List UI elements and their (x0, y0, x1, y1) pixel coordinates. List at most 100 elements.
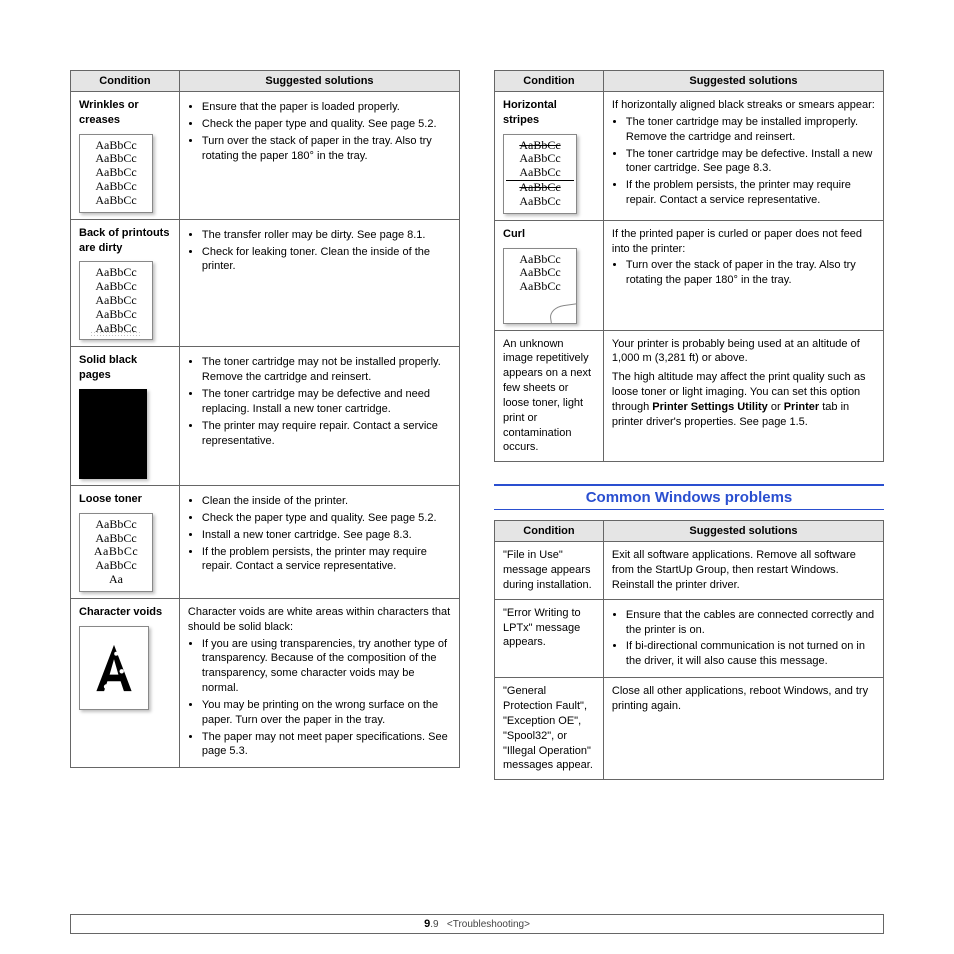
solution-item: The toner cartridge may be defective and… (202, 387, 451, 417)
condition-cell: "File in Use" message appears during ins… (495, 542, 604, 600)
condition-title: Curl (503, 227, 595, 242)
table-row: Curl AaBbCc AaBbCc AaBbCc If the printed… (495, 220, 884, 330)
windows-problems-table: Condition Suggested solutions "File in U… (494, 520, 884, 780)
solution-cell: If horizontally aligned black streaks or… (603, 92, 883, 221)
two-column-layout: Condition Suggested solutions Wrinkles o… (70, 70, 884, 780)
condition-title: Wrinkles or creases (79, 98, 171, 128)
condition-title: Back of printouts are dirty (79, 226, 171, 256)
solution-cell: Character voids are white areas within c… (179, 598, 459, 767)
condition-cell: An unknown image repetitively appears on… (495, 330, 604, 462)
solution-item: The toner cartridge may be defective. In… (626, 147, 875, 177)
solution-intro: If horizontally aligned black streaks or… (612, 98, 875, 113)
solution-cell: Ensure that the paper is loaded properly… (179, 92, 459, 220)
solution-paragraph: The high altitude may affect the print q… (612, 370, 875, 429)
solution-cell: Ensure that the cables are connected cor… (603, 599, 883, 677)
condition-cell: Curl AaBbCc AaBbCc AaBbCc (495, 220, 604, 330)
solution-item: Ensure that the paper is loaded properly… (202, 100, 451, 115)
t1-header-solutions: Suggested solutions (179, 71, 459, 92)
left-column: Condition Suggested solutions Wrinkles o… (70, 70, 460, 780)
table-row: "General Protection Fault", "Exception O… (495, 678, 884, 780)
solution-list: Ensure that the paper is loaded properly… (188, 100, 451, 163)
sample-illustration-charvoid (79, 626, 149, 710)
sample-illustration: AaBbCc AaBbCc AaBbCc AaBbCc AaBbCc (79, 261, 153, 340)
solution-item: Check the paper type and quality. See pa… (202, 117, 451, 132)
page: Condition Suggested solutions Wrinkles o… (0, 0, 954, 954)
solution-item: The printer may require repair. Contact … (202, 419, 451, 449)
footer-label: <Troubleshooting> (447, 919, 530, 930)
solution-item: Clean the inside of the printer. (202, 494, 451, 509)
table-row: An unknown image repetitively appears on… (495, 330, 884, 462)
table-row: Character voids Character voids are whit… (71, 598, 460, 767)
solution-list: The transfer roller may be dirty. See pa… (188, 228, 451, 275)
page-footer: 9.9 <Troubleshooting> (70, 914, 884, 934)
condition-cell: "General Protection Fault", "Exception O… (495, 678, 604, 780)
t2-header-condition: Condition (495, 71, 604, 92)
condition-cell: "Error Writing to LPTx" message appears. (495, 599, 604, 677)
solution-cell: Exit all software applications. Remove a… (603, 542, 883, 600)
condition-cell: Solid black pages (71, 347, 180, 486)
sample-illustration-solid (79, 389, 147, 479)
solution-item: Install a new toner cartridge. See page … (202, 528, 451, 543)
condition-title: Loose toner (79, 492, 171, 507)
footer-page: .9 (430, 919, 438, 930)
solution-list: The toner cartridge may be installed imp… (612, 115, 875, 208)
solution-item: If bi-directional communication is not t… (626, 639, 875, 669)
condition-title: Horizontal stripes (503, 98, 595, 128)
solution-list: Clean the inside of the printer. Check t… (188, 494, 451, 574)
solution-list: If you are using transparencies, try ano… (188, 637, 451, 760)
sample-illustration: AaBbCc AaBbCc AaBbCc AaBbCc AaBbCc (503, 134, 577, 214)
table-row: Wrinkles or creases AaBbCc AaBbCc AaBbCc… (71, 92, 460, 220)
table-row: Back of printouts are dirty AaBbCc AaBbC… (71, 219, 460, 347)
sample-illustration: AaBbCc AaBbCc AaBbCc AaBbCc Aa (79, 513, 153, 592)
solution-item: The transfer roller may be dirty. See pa… (202, 228, 451, 243)
solution-list: The toner cartridge may not be installed… (188, 355, 451, 448)
sample-illustration: AaBbCc AaBbCc AaBbCc AaBbCc AaBbCc (79, 134, 153, 213)
table-row: Horizontal stripes AaBbCc AaBbCc AaBbCc … (495, 92, 884, 221)
condition-cell: Wrinkles or creases AaBbCc AaBbCc AaBbCc… (71, 92, 180, 220)
section-heading: Common Windows problems (494, 484, 884, 510)
condition-cell: Horizontal stripes AaBbCc AaBbCc AaBbCc … (495, 92, 604, 221)
table-row: "Error Writing to LPTx" message appears.… (495, 599, 884, 677)
right-column: Condition Suggested solutions Horizontal… (494, 70, 884, 780)
solution-item: Ensure that the cables are connected cor… (626, 608, 875, 638)
solution-item: If you are using transparencies, try ano… (202, 637, 451, 696)
solution-item: Turn over the stack of paper in the tray… (626, 258, 875, 288)
t3-header-solutions: Suggested solutions (603, 521, 883, 542)
solution-cell: Your printer is probably being used at a… (603, 330, 883, 462)
solution-item: Check the paper type and quality. See pa… (202, 511, 451, 526)
solution-item: Check for leaking toner. Clean the insid… (202, 245, 451, 275)
page-curl-icon (549, 303, 577, 324)
solution-item: The toner cartridge may be installed imp… (626, 115, 875, 145)
condition-cell: Character voids (71, 598, 180, 767)
solution-intro: If the printed paper is curled or paper … (612, 227, 875, 257)
solution-item: The paper may not meet paper specificati… (202, 730, 451, 760)
solution-cell: Clean the inside of the printer. Check t… (179, 486, 459, 599)
letter-a-void-icon (92, 640, 136, 696)
condition-title: Character voids (79, 605, 171, 620)
table-row: Solid black pages The toner cartridge ma… (71, 347, 460, 486)
condition-cell: Back of printouts are dirty AaBbCc AaBbC… (71, 219, 180, 347)
table-row: Loose toner AaBbCc AaBbCc AaBbCc AaBbCc … (71, 486, 460, 599)
troubleshoot-table-2: Condition Suggested solutions Horizontal… (494, 70, 884, 462)
solution-list: Ensure that the cables are connected cor… (612, 608, 875, 669)
bold-term: Printer Settings Utility (652, 401, 768, 413)
solution-intro: Character voids are white areas within c… (188, 605, 451, 635)
solution-list: Turn over the stack of paper in the tray… (612, 258, 875, 288)
t1-header-condition: Condition (71, 71, 180, 92)
troubleshoot-table-1: Condition Suggested solutions Wrinkles o… (70, 70, 460, 768)
condition-cell: Loose toner AaBbCc AaBbCc AaBbCc AaBbCc … (71, 486, 180, 599)
solution-cell: The transfer roller may be dirty. See pa… (179, 219, 459, 347)
solution-item: You may be printing on the wrong surface… (202, 698, 451, 728)
condition-title: Solid black pages (79, 353, 171, 383)
solution-item: If the problem persists, the printer may… (202, 545, 451, 575)
solution-cell: If the printed paper is curled or paper … (603, 220, 883, 330)
table-row: "File in Use" message appears during ins… (495, 542, 884, 600)
solution-cell: Close all other applications, reboot Win… (603, 678, 883, 780)
solution-item: Turn over the stack of paper in the tray… (202, 134, 451, 164)
t3-header-condition: Condition (495, 521, 604, 542)
solution-cell: The toner cartridge may not be installed… (179, 347, 459, 486)
condition-full-text: An unknown image repetitively appears on… (503, 337, 595, 456)
bold-term: Printer (784, 401, 819, 413)
t2-header-solutions: Suggested solutions (603, 71, 883, 92)
sample-illustration-curl: AaBbCc AaBbCc AaBbCc (503, 248, 577, 324)
